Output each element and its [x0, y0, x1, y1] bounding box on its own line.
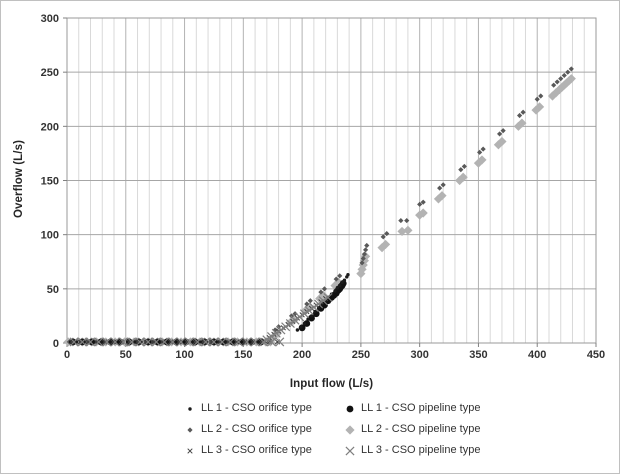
x-tick-label: 350: [469, 349, 487, 361]
ll-1-cso-pipeline-type-marker-icon: [346, 405, 354, 412]
ll-2-cso-pipeline-type-marker-icon: [345, 424, 355, 435]
x-tick-label: 300: [410, 349, 428, 361]
legend-label: LL 3 - CSO pipeline type: [361, 444, 481, 456]
x-axis: 0 50 100 150 200 250 300 350 400 450: [64, 343, 605, 361]
legend-label: LL 2 - CSO pipeline type: [361, 423, 481, 435]
x-tick-label: 150: [234, 349, 252, 361]
ll-2-cso-orifice-type-marker-icon: [187, 426, 193, 433]
y-tick-label: 50: [47, 284, 59, 296]
y-tick-label: 150: [41, 176, 59, 188]
x-tick-label: 0: [64, 349, 70, 361]
x-tick-label: 50: [120, 349, 132, 361]
x-tick-label: 200: [293, 349, 311, 361]
y-tick-label: 200: [41, 121, 59, 133]
ll-3-cso-pipeline-type-marker-icon: [345, 445, 355, 456]
x-tick-label: 100: [175, 349, 193, 361]
legend-label: LL 1 - CSO pipeline type: [361, 402, 481, 414]
legend-label: LL 1 - CSO orifice type: [201, 402, 312, 414]
x-tick-label: 450: [587, 349, 605, 361]
series-ll-3-cso-pipeline-type-points: [69, 292, 333, 347]
legend-item-ll-2-cso-orifice-type: LL 2 - CSO orifice type: [183, 423, 339, 436]
y-tick-label: 250: [41, 67, 59, 79]
legend-item-ll-3-cso-orifice-type: LL 3 - CSO orifice type: [183, 444, 339, 457]
x-tick-label: 400: [528, 349, 546, 361]
chart-legend: LL 1 - CSO orifice type LL 1 - CSO pipeli…: [183, 402, 480, 457]
legend-item-ll-1-cso-orifice-type: LL 1 - CSO orifice type: [183, 402, 339, 415]
legend-label: LL 2 - CSO orifice type: [201, 423, 312, 435]
x-tick-label: 250: [352, 349, 370, 361]
y-tick-label: 300: [41, 13, 59, 25]
legend-item-ll-3-cso-pipeline-type: LL 3 - CSO pipeline type: [343, 444, 480, 457]
ll-3-cso-orifice-type-marker-icon: [187, 447, 193, 454]
x-axis-title: Input flow (L/s): [289, 378, 374, 390]
legend-item-ll-2-cso-pipeline-type: LL 2 - CSO pipeline type: [343, 423, 480, 436]
y-tick-label: 0: [53, 338, 59, 350]
y-axis-title: Overflow (L/s): [13, 139, 25, 219]
legend-label: LL 3 - CSO orifice type: [201, 444, 312, 456]
legend-item-ll-1-cso-pipeline-type: LL 1 - CSO pipeline type: [343, 402, 480, 415]
y-axis: 0 50 100 150 200 250 300: [41, 13, 67, 350]
y-tick-label: 100: [41, 230, 59, 242]
ll-1-cso-orifice-type-marker-icon: [188, 406, 192, 411]
